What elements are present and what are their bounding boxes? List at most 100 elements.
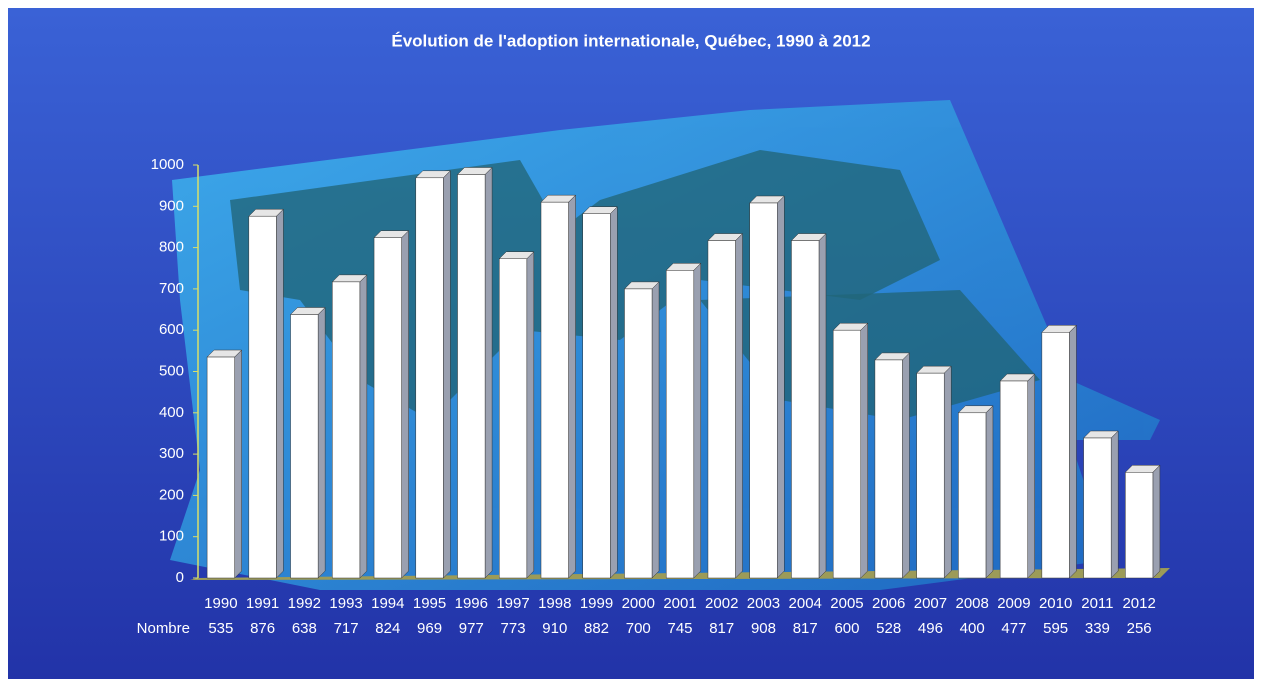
bar: [249, 216, 277, 578]
bar: [291, 315, 319, 578]
table-value: 969: [417, 620, 442, 637]
x-tick-label: 2004: [789, 595, 822, 612]
table-value: 817: [793, 620, 818, 637]
bar: [666, 270, 694, 578]
x-tick-label: 1995: [413, 595, 446, 612]
x-tick-label: 2001: [663, 595, 696, 612]
x-tick-label: 1991: [246, 595, 279, 612]
x-tick-label: 1997: [496, 595, 529, 612]
table-value: 908: [751, 620, 776, 637]
table-row-label: Nombre: [137, 620, 190, 637]
bar-side: [485, 167, 492, 578]
bar: [750, 203, 778, 578]
table-value: 977: [459, 620, 484, 637]
bar-side: [1028, 374, 1035, 578]
x-tick-label: 1994: [371, 595, 404, 612]
bar-side: [569, 195, 576, 578]
table-value: 876: [250, 620, 275, 637]
bar-side: [944, 366, 951, 578]
table-value: 910: [542, 620, 567, 637]
y-tick-label: 600: [159, 321, 184, 338]
x-tick-label: 2005: [830, 595, 863, 612]
table-value: 339: [1085, 620, 1110, 637]
bar: [624, 289, 652, 578]
table-value: 256: [1127, 620, 1152, 637]
x-tick-label: 2008: [955, 595, 988, 612]
bar: [583, 214, 611, 578]
y-tick-label: 0: [176, 569, 184, 586]
x-tick-label: 2009: [997, 595, 1030, 612]
table-value: 595: [1043, 620, 1068, 637]
x-tick-label: 1996: [455, 595, 488, 612]
x-tick-label: 2011: [1081, 595, 1113, 612]
bar-side: [1111, 431, 1118, 578]
bar: [958, 413, 986, 578]
table-value: 745: [667, 620, 692, 637]
table-value: 496: [918, 620, 943, 637]
x-tick-label: 2007: [914, 595, 947, 612]
x-tick-label: 2003: [747, 595, 780, 612]
bar-side: [402, 231, 409, 578]
table-value: 817: [709, 620, 734, 637]
bar: [875, 360, 903, 578]
x-tick-label: 2010: [1039, 595, 1072, 612]
x-tick-label: 1992: [288, 595, 321, 612]
bar-side: [1153, 465, 1160, 578]
table-value: 528: [876, 620, 901, 637]
bar-side: [276, 209, 283, 578]
bar-side: [652, 282, 659, 578]
x-tick-label: 1990: [204, 595, 237, 612]
bar-side: [861, 323, 868, 578]
table-value: 717: [334, 620, 359, 637]
y-tick-label: 100: [159, 528, 184, 545]
table-value: 600: [834, 620, 859, 637]
table-value: 638: [292, 620, 317, 637]
x-tick-label: 2006: [872, 595, 905, 612]
x-tick-label: 2012: [1122, 595, 1155, 612]
bar: [1042, 332, 1070, 578]
bar-side: [902, 353, 909, 578]
bar-side: [527, 252, 534, 578]
bar-side: [235, 350, 242, 578]
table-value: 700: [626, 620, 651, 637]
bar: [499, 259, 527, 578]
x-tick-label: 1998: [538, 595, 571, 612]
bar: [458, 174, 486, 578]
table-value: 400: [960, 620, 985, 637]
bar: [416, 178, 444, 578]
bar: [791, 241, 819, 578]
chart-title: Évolution de l'adoption internationale, …: [391, 31, 870, 50]
y-tick-label: 500: [159, 362, 184, 379]
x-tick-label: 1993: [329, 595, 362, 612]
bar: [1125, 472, 1153, 578]
bar: [1000, 381, 1028, 578]
y-tick-label: 400: [159, 404, 184, 421]
bar-side: [777, 196, 784, 578]
bar: [374, 238, 402, 578]
bar-side: [443, 171, 450, 578]
y-tick-label: 1000: [151, 156, 184, 173]
bar: [332, 282, 360, 578]
y-tick-label: 800: [159, 239, 184, 256]
bar: [917, 373, 945, 578]
bar: [833, 330, 861, 578]
table-value: 824: [375, 620, 400, 637]
bar: [1084, 438, 1112, 578]
bar-side: [736, 234, 743, 578]
y-tick-label: 900: [159, 197, 184, 214]
y-tick-label: 200: [159, 486, 184, 503]
bar: [207, 357, 235, 578]
x-tick-label: 2002: [705, 595, 738, 612]
table-value: 535: [208, 620, 233, 637]
bar-side: [694, 263, 701, 578]
chart: Évolution de l'adoption internationale, …: [0, 0, 1262, 687]
bar: [708, 241, 736, 578]
bar-side: [1069, 325, 1076, 578]
bar-side: [318, 308, 325, 578]
bar: [541, 202, 569, 578]
bar-side: [819, 234, 826, 578]
table-value: 882: [584, 620, 609, 637]
x-tick-label: 1999: [580, 595, 613, 612]
y-tick-label: 300: [159, 445, 184, 462]
table-value: 773: [501, 620, 526, 637]
